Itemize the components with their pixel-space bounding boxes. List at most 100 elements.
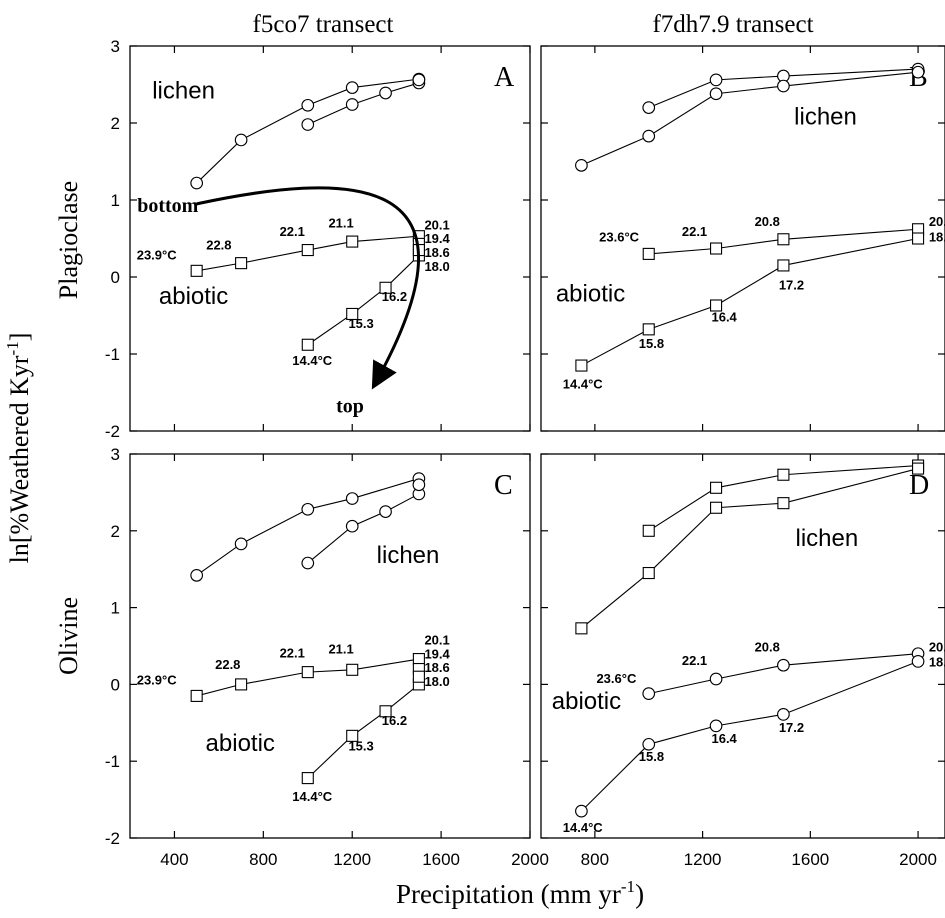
point-abiotic bbox=[710, 299, 723, 312]
point-lichen bbox=[190, 176, 204, 190]
point-lichen bbox=[379, 505, 392, 518]
temperature-label: 18.6 bbox=[424, 660, 449, 675]
temperature-label: 16.4 bbox=[711, 310, 737, 325]
temperature-label: 23.9°C bbox=[137, 247, 178, 262]
point-abiotic bbox=[642, 247, 655, 260]
point-abiotic bbox=[710, 242, 723, 255]
col-title-left: f5co7 transect bbox=[253, 11, 394, 38]
point-abiotic bbox=[777, 658, 790, 672]
point-abiotic bbox=[709, 672, 723, 686]
point-lichen bbox=[642, 129, 656, 143]
x-tick-label: 2000 bbox=[899, 850, 937, 869]
point-lichen bbox=[345, 81, 359, 94]
point-lichen bbox=[912, 462, 925, 475]
point-abiotic bbox=[642, 737, 656, 751]
y-tick-label: 2 bbox=[111, 114, 120, 133]
temperature-label: 15.3 bbox=[348, 738, 373, 753]
temperature-label: 16.2 bbox=[382, 713, 407, 728]
point-lichen bbox=[345, 98, 359, 111]
temperature-label: 23.6°C bbox=[596, 671, 637, 686]
panel-letter: D bbox=[909, 470, 929, 501]
temperature-label: 14.4°C bbox=[292, 353, 333, 368]
panel-frame bbox=[540, 45, 945, 432]
series-line-abiotic bbox=[648, 653, 919, 695]
panel-frame bbox=[129, 45, 531, 432]
x-tick-label: 1600 bbox=[422, 850, 460, 869]
group-label: lichen bbox=[794, 104, 857, 131]
temperature-label: 20.8 bbox=[755, 639, 780, 654]
point-lichen bbox=[575, 622, 588, 635]
point-lichen bbox=[190, 568, 204, 582]
point-lichen bbox=[709, 73, 723, 87]
point-lichen bbox=[234, 537, 248, 551]
point-lichen bbox=[301, 118, 315, 131]
point-abiotic bbox=[412, 653, 425, 666]
x-tick-label: 1200 bbox=[684, 850, 722, 869]
point-lichen bbox=[911, 65, 925, 79]
x-axis-label-end: ) bbox=[635, 879, 644, 909]
series-line-abiotic bbox=[581, 237, 919, 367]
x-axis-label-sup: -1 bbox=[621, 877, 635, 896]
series-line-lichen bbox=[648, 68, 919, 109]
series-line-lichen bbox=[648, 464, 919, 532]
point-abiotic bbox=[642, 687, 656, 700]
sequence-arrow bbox=[196, 186, 421, 390]
temperature-label: 15.3 bbox=[348, 316, 373, 331]
y-tick-label: 1 bbox=[111, 599, 120, 618]
temperature-label: 19.4 bbox=[424, 231, 450, 246]
temperature-label: 18.0 bbox=[424, 674, 449, 689]
group-label: abiotic bbox=[206, 730, 275, 757]
temperature-label: 18.0 bbox=[424, 259, 449, 274]
arrow-start-label: bottom bbox=[137, 195, 198, 217]
y-tick-label: -2 bbox=[105, 422, 120, 441]
temperature-label: 14.4°C bbox=[292, 789, 333, 804]
point-lichen bbox=[642, 566, 655, 580]
point-abiotic bbox=[301, 338, 314, 351]
point-abiotic bbox=[235, 678, 248, 691]
panel-frame bbox=[129, 453, 531, 839]
temperature-label: 17.2 bbox=[779, 277, 804, 292]
panel-letter: C bbox=[494, 470, 513, 501]
series-line-lichen bbox=[307, 82, 420, 126]
series-line-lichen bbox=[581, 71, 919, 166]
panel-frame bbox=[540, 453, 945, 839]
temperature-label: 20.1 bbox=[424, 632, 449, 647]
temperature-label: 22.8 bbox=[215, 657, 240, 672]
temperature-label: 20.1 bbox=[424, 217, 449, 232]
temperature-label: 18.8 bbox=[929, 230, 945, 245]
temperature-label: 22.1 bbox=[682, 224, 707, 239]
point-abiotic bbox=[301, 772, 314, 785]
y-axis-label-main: ln[%Weathered Kyr bbox=[5, 355, 34, 563]
point-abiotic bbox=[235, 257, 248, 270]
point-lichen bbox=[301, 556, 315, 570]
x-axis-label: Precipitation (mm yr-1) bbox=[396, 877, 644, 909]
group-label: lichen bbox=[152, 77, 215, 104]
point-lichen bbox=[777, 79, 790, 93]
y-tick-label: 1 bbox=[111, 191, 120, 210]
point-lichen bbox=[710, 501, 723, 514]
temperature-label: 21.1 bbox=[328, 642, 353, 657]
point-extra bbox=[412, 670, 425, 683]
x-tick-label: 800 bbox=[249, 850, 277, 869]
series-line-lichen bbox=[581, 468, 919, 629]
point-lichen bbox=[710, 481, 723, 494]
temperature-label: 20.0 bbox=[929, 639, 945, 654]
temperature-label: 15.8 bbox=[639, 336, 664, 351]
row-title-bottom: Olivine bbox=[54, 597, 83, 675]
y-tick-label: -1 bbox=[105, 752, 120, 771]
x-tick-label: 1600 bbox=[791, 850, 829, 869]
panel-letter: A bbox=[494, 62, 515, 93]
point-abiotic bbox=[379, 281, 392, 294]
y-tick-label: -1 bbox=[105, 345, 120, 364]
group-label: lichen bbox=[377, 542, 440, 569]
series-line-lichen bbox=[307, 493, 420, 564]
point-lichen bbox=[301, 98, 315, 112]
temperature-label: 22.1 bbox=[280, 224, 305, 239]
point-abiotic bbox=[346, 729, 359, 742]
temperature-label: 16.2 bbox=[382, 289, 407, 304]
point-abiotic bbox=[709, 719, 723, 733]
